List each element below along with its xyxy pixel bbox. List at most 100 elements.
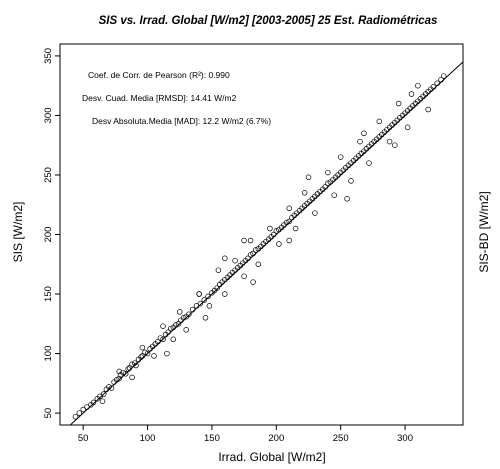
data-point	[366, 160, 372, 166]
data-point	[175, 321, 182, 327]
data-point	[361, 130, 367, 137]
data-point	[273, 228, 280, 234]
data-point	[164, 350, 170, 357]
data-point	[122, 371, 129, 377]
data-point	[180, 315, 187, 321]
data-point	[80, 406, 86, 413]
data-point	[151, 353, 157, 359]
y-tick-label: 100	[43, 346, 54, 362]
data-point	[183, 327, 189, 333]
x-axis-label: Irrad. Global [W/m2]	[218, 450, 325, 464]
data-point	[344, 196, 350, 202]
y-axis-label-right: SIS-BD [W/m2]	[477, 191, 491, 272]
y-tick-label: 350	[43, 48, 54, 64]
data-point	[267, 225, 273, 232]
data-point	[129, 374, 135, 381]
data-point	[106, 384, 112, 390]
data-point	[129, 361, 135, 368]
data-point	[337, 154, 344, 160]
annotation-pearson: Coef. de Corr. de Pearson (R²): 0.990	[88, 70, 230, 80]
data-point	[331, 192, 337, 198]
data-point	[222, 291, 228, 297]
data-point	[97, 393, 103, 400]
chart-title: SIS vs. Irrad. Global [W/m2] [2003-2005]…	[99, 15, 438, 27]
data-point	[201, 297, 207, 303]
data-point	[170, 336, 177, 343]
data-point	[116, 368, 122, 375]
data-point	[113, 377, 120, 383]
data-point	[90, 399, 97, 406]
scatter-points	[72, 73, 447, 420]
y-axis: 50 100 150 200 250 300 350	[43, 48, 60, 418]
x-tick-label: 100	[140, 433, 156, 444]
data-point	[247, 237, 254, 244]
y-tick-label: 150	[43, 286, 54, 302]
y-tick-label: 200	[43, 227, 54, 243]
data-point	[322, 184, 328, 190]
y-tick-label: 300	[43, 108, 54, 124]
data-point	[255, 261, 262, 268]
data-point	[286, 218, 292, 225]
data-point	[386, 138, 393, 145]
data-point	[430, 84, 437, 90]
y-axis-label: SIS [W/m2]	[11, 202, 25, 263]
data-point	[116, 375, 122, 382]
data-point	[252, 247, 259, 253]
data-point	[138, 354, 144, 360]
data-point	[241, 237, 247, 244]
data-point	[176, 309, 183, 315]
data-point	[189, 306, 196, 313]
y-tick-label: 50	[43, 408, 54, 419]
data-point	[108, 385, 115, 391]
data-point	[186, 311, 192, 318]
data-point	[72, 413, 79, 420]
data-point	[125, 366, 131, 372]
data-point	[167, 325, 174, 332]
data-point	[292, 225, 299, 232]
data-point	[286, 205, 292, 212]
data-point	[325, 180, 331, 187]
data-point	[245, 255, 251, 262]
data-point	[348, 178, 354, 184]
data-point	[395, 100, 402, 107]
x-tick-label: 150	[204, 433, 220, 444]
data-point	[120, 369, 126, 376]
data-point	[232, 257, 238, 264]
data-point	[133, 362, 139, 369]
x-axis: 50 100 150 200 250 300	[78, 425, 413, 444]
x-tick-label: 200	[268, 433, 284, 444]
data-point	[202, 315, 209, 321]
data-point	[142, 349, 148, 356]
data-point	[250, 250, 256, 257]
data-point	[301, 190, 308, 196]
data-point	[425, 106, 431, 113]
annotation-rmsd: Desv. Cuad. Media [RMSD]: 14.41 W/m2	[82, 93, 237, 103]
data-point	[247, 251, 254, 258]
data-point	[434, 80, 440, 87]
data-point	[438, 76, 444, 83]
data-point	[197, 300, 204, 307]
data-point	[206, 303, 213, 309]
data-point	[215, 267, 222, 273]
data-point	[173, 322, 179, 328]
x-tick-label: 50	[78, 433, 89, 444]
data-point	[404, 124, 411, 131]
data-point	[392, 142, 398, 148]
data-point	[139, 353, 146, 359]
data-point	[144, 350, 151, 357]
data-point	[305, 174, 312, 181]
data-point	[415, 82, 421, 89]
data-point	[196, 291, 202, 297]
data-point	[241, 273, 247, 279]
data-point	[270, 231, 277, 238]
data-point	[160, 323, 166, 329]
data-point	[286, 237, 292, 244]
data-point	[139, 344, 146, 351]
data-point	[376, 118, 383, 125]
plot-area: 50 100 150 200 250 300 50 100 150 200 250 300 350 C…	[43, 43, 464, 444]
data-point	[205, 293, 211, 300]
data-point	[99, 398, 106, 404]
annotation-mad: Desv Absoluta.Media [MAD]: 12.2 W/m2 (6.…	[92, 116, 271, 126]
